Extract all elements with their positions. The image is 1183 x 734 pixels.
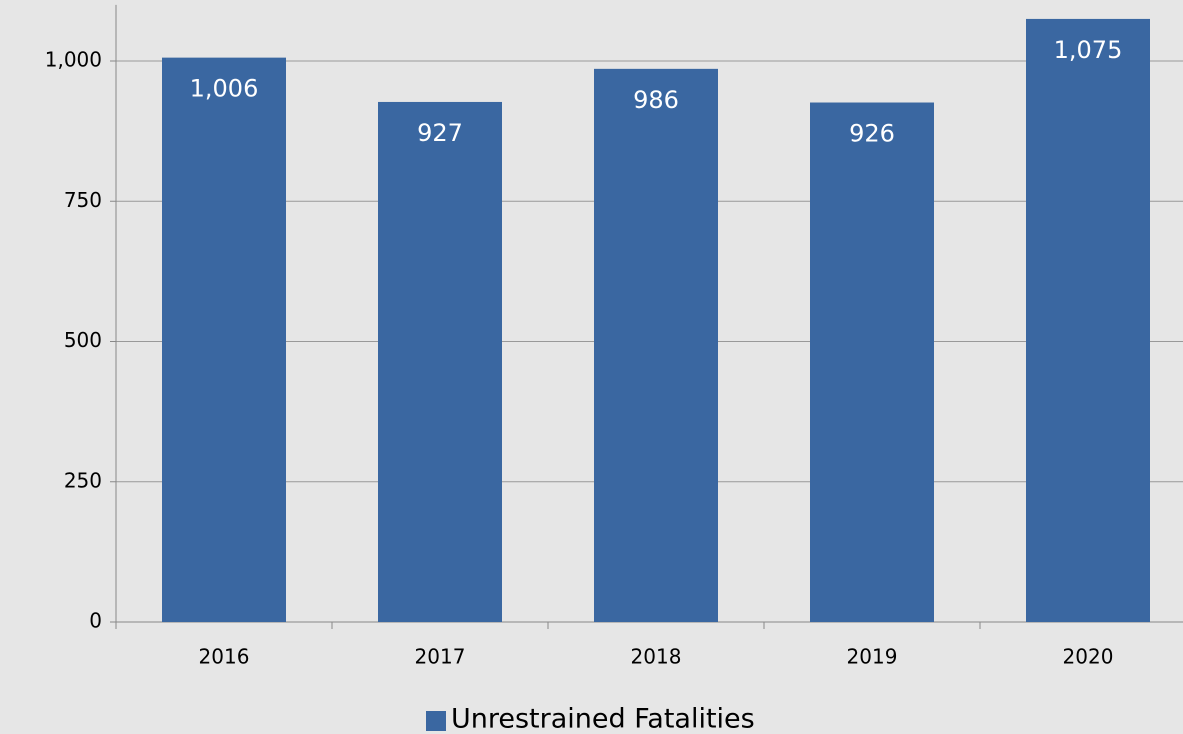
data-label: 926: [849, 120, 895, 148]
bar: [810, 102, 934, 623]
y-tick-label: 1,000: [45, 48, 102, 72]
y-tick-label: 500: [64, 328, 102, 352]
bar: [1026, 18, 1150, 623]
bar: [162, 57, 286, 623]
x-tick-label: 2017: [415, 645, 466, 669]
x-tick-label: 2020: [1063, 645, 1114, 669]
x-tick-label: 2018: [631, 645, 682, 669]
data-label: 927: [417, 119, 463, 147]
legend-label: Unrestrained Fatalities: [451, 704, 755, 734]
data-label: 1,075: [1054, 36, 1123, 64]
legend-swatch: [426, 711, 446, 731]
x-tick-label: 2019: [847, 645, 898, 669]
y-tick-label: 750: [64, 188, 102, 212]
y-tick-label: 250: [64, 468, 102, 492]
x-tick-label: 2016: [199, 645, 250, 669]
data-label: 986: [633, 86, 679, 114]
bar: [594, 68, 718, 622]
data-label: 1,006: [190, 75, 259, 103]
bar: [378, 101, 502, 622]
y-tick-label: 0: [89, 609, 102, 633]
